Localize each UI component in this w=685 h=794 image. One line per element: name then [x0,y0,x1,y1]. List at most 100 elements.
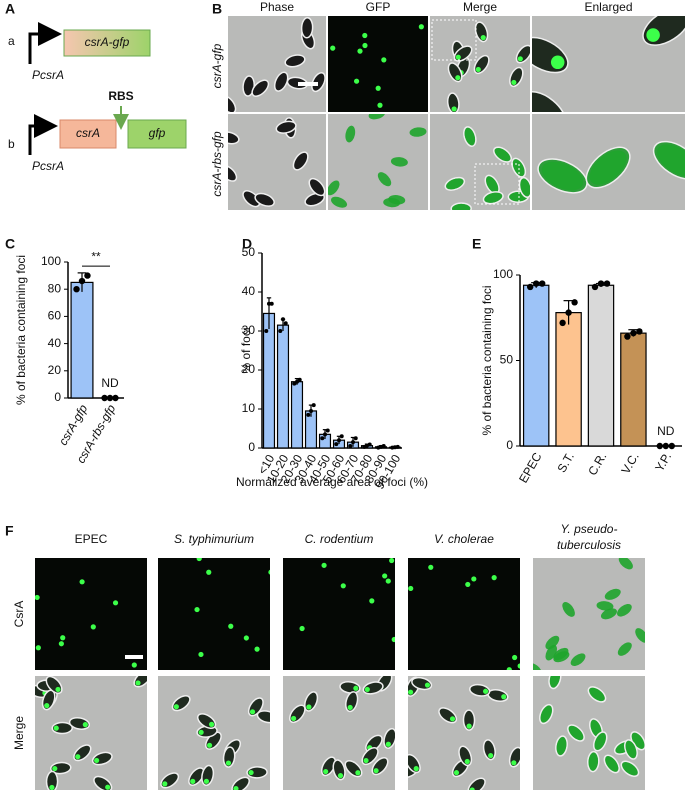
cell-fluor [545,635,560,650]
cell [51,721,73,735]
cell-fluor [541,161,584,191]
focus [501,694,507,700]
cell-fluor [533,662,542,670]
focus [330,45,336,51]
cell-fluor [328,180,340,196]
y-tick-label: 0 [506,438,513,452]
cell-fluor [345,125,356,143]
cell-fluor [590,720,602,737]
focus [506,667,512,670]
row-label: a [8,34,15,48]
micrograph-bg [35,558,147,670]
data-point [668,442,675,450]
panel-label: E [472,236,481,252]
row-header: csrA-gfp [210,43,224,88]
focus [206,742,213,748]
focus [357,48,363,54]
bar [555,312,582,447]
cell [45,770,59,790]
focus [299,625,305,632]
cell-fluor [617,642,632,656]
focus [233,786,239,790]
cell [292,151,309,171]
cell [311,72,326,93]
cell-fluor [596,601,614,611]
cell-fluor [484,192,502,203]
focus [418,24,424,30]
panel-label: B [212,1,222,17]
focus [465,581,471,588]
bar [70,281,94,399]
focus [511,760,517,766]
scale-bar [125,655,143,659]
gene-label: gfp [149,126,166,140]
cell [228,164,238,182]
focus [646,28,660,42]
micrograph [532,16,685,112]
data-point [84,272,91,279]
focus [466,723,472,729]
x-tick-label: V.C. [618,450,641,476]
cell-fluor [632,733,645,749]
focus [254,646,260,652]
focus [363,757,369,764]
focus [517,663,520,669]
cell [462,709,476,731]
cell-fluor [635,628,645,643]
focus [306,704,312,710]
y-tick-label: 80 [48,281,62,295]
data-point [306,412,311,417]
focus [362,42,368,49]
focus [35,594,40,601]
data-point [656,442,663,450]
y-axis-label: % of foci [239,327,253,373]
focus [196,558,202,562]
cell-fluor [331,196,348,208]
row-header: Merge [12,716,26,750]
focus [270,716,275,721]
y-tick-label: 0 [248,440,255,454]
focus [35,645,41,651]
focus [480,35,486,41]
y-tick-label: 40 [242,284,256,298]
cell [242,190,261,208]
focus [44,703,50,709]
focus [225,760,232,766]
micrograph-bg [328,16,428,112]
column-header: V. cholerae [434,532,494,546]
y-tick-label: 40 [48,336,62,350]
data-point [311,403,316,408]
cell [246,766,268,779]
data-point [539,280,546,287]
x-tick-label: EPEC [516,450,545,486]
focus [373,768,379,774]
focus [353,78,360,84]
cell-fluor [409,127,427,137]
data-point [106,394,114,402]
cell-fluor [495,148,510,161]
panel-label: C [5,236,15,252]
data-point [264,329,269,333]
cell-fluor [549,676,560,687]
column-header: EPEC [75,532,108,546]
data-point [337,438,341,443]
focus [408,585,414,592]
data-point [323,432,327,437]
column-header: tuberculosis [557,538,621,552]
y-tick-label: 50 [242,245,256,259]
inset-box [474,163,520,205]
cell [308,177,326,197]
micrograph [533,676,645,790]
data-point [339,434,344,439]
cell [273,71,289,92]
focus [347,704,353,711]
focus [58,641,64,647]
value-label: ND [101,376,119,390]
bar [522,284,550,447]
column-header: C. rodentium [305,532,374,546]
focus [79,579,85,585]
promoter-label: PcsrA [32,159,64,173]
cell-fluor [570,653,586,667]
focus [491,575,497,581]
bar [262,312,276,449]
